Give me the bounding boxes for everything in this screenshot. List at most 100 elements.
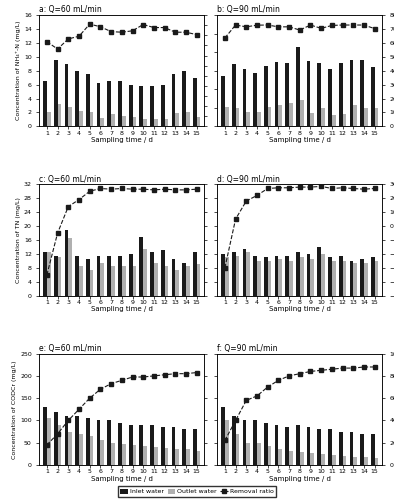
Bar xyxy=(58,104,61,126)
Bar xyxy=(300,258,303,296)
Bar xyxy=(43,252,47,296)
Bar xyxy=(97,256,100,296)
Bar xyxy=(150,86,154,126)
Bar xyxy=(360,60,364,126)
Bar xyxy=(182,430,186,465)
Bar xyxy=(111,442,115,465)
Bar xyxy=(86,418,90,465)
Bar xyxy=(107,256,111,296)
Bar xyxy=(79,111,83,126)
Bar xyxy=(154,120,158,126)
Bar xyxy=(129,84,132,126)
Bar xyxy=(339,256,343,296)
Bar xyxy=(268,107,271,126)
Bar xyxy=(310,452,314,465)
Text: d: Q=90 mL/min: d: Q=90 mL/min xyxy=(217,174,280,184)
Bar xyxy=(75,70,79,126)
Text: a: Q=60 mL/min: a: Q=60 mL/min xyxy=(39,5,102,14)
Bar xyxy=(332,455,336,465)
Bar xyxy=(246,112,250,126)
Bar xyxy=(193,430,197,465)
Bar xyxy=(182,70,186,126)
Bar xyxy=(225,107,229,126)
Bar xyxy=(253,420,257,465)
X-axis label: Sampling time / d: Sampling time / d xyxy=(91,137,153,143)
Bar xyxy=(349,432,353,465)
Bar xyxy=(339,432,343,465)
Bar xyxy=(129,425,132,465)
Bar xyxy=(349,60,353,126)
Y-axis label: Concentration of CODCr (mg/L): Concentration of CODCr (mg/L) xyxy=(12,360,17,458)
Bar xyxy=(86,74,90,126)
Bar xyxy=(371,434,375,465)
Bar xyxy=(307,254,310,296)
Bar xyxy=(285,256,289,296)
Bar xyxy=(264,422,268,465)
Bar xyxy=(279,450,282,465)
Bar xyxy=(375,108,378,126)
Bar xyxy=(186,450,190,465)
Bar xyxy=(43,81,47,126)
Bar xyxy=(243,248,246,296)
Text: c: Q=60 mL/min: c: Q=60 mL/min xyxy=(39,174,102,184)
Bar xyxy=(175,270,179,295)
Bar xyxy=(225,420,229,465)
Bar xyxy=(328,258,332,296)
Bar xyxy=(118,256,122,296)
Bar xyxy=(118,81,122,126)
Bar xyxy=(197,450,201,465)
Bar xyxy=(279,259,282,296)
Bar xyxy=(65,230,68,296)
Bar xyxy=(65,64,68,126)
Bar xyxy=(143,446,147,465)
Bar xyxy=(236,108,239,126)
Bar xyxy=(186,112,190,126)
Bar xyxy=(154,447,158,465)
Bar xyxy=(182,262,186,296)
Bar xyxy=(289,450,293,465)
Bar xyxy=(139,425,143,465)
Bar xyxy=(275,256,279,296)
Bar xyxy=(171,74,175,126)
Bar xyxy=(310,114,314,126)
Bar xyxy=(321,254,325,296)
Bar xyxy=(275,62,279,126)
Bar xyxy=(332,115,336,126)
Bar xyxy=(289,103,293,126)
Bar xyxy=(47,112,51,126)
Bar xyxy=(225,258,229,296)
Bar xyxy=(285,64,289,126)
Bar xyxy=(343,261,346,296)
Bar xyxy=(193,252,197,296)
Bar xyxy=(353,457,357,465)
Bar xyxy=(289,261,293,296)
Bar xyxy=(43,407,47,465)
Bar xyxy=(321,108,325,126)
Text: f: Q=90 mL/min: f: Q=90 mL/min xyxy=(217,344,278,353)
Bar xyxy=(100,262,104,296)
Bar xyxy=(232,64,236,126)
Bar xyxy=(246,252,250,296)
Bar xyxy=(161,250,165,296)
Bar xyxy=(171,259,175,296)
Bar xyxy=(232,416,236,465)
Bar xyxy=(122,266,126,296)
Y-axis label: Concentration of NH₄⁺-N (mg/L): Concentration of NH₄⁺-N (mg/L) xyxy=(16,21,21,120)
Bar xyxy=(143,118,147,126)
Bar xyxy=(285,427,289,465)
Bar xyxy=(197,264,201,296)
Y-axis label: Concentration of TN (mg/L): Concentration of TN (mg/L) xyxy=(16,197,21,283)
Bar xyxy=(360,259,364,296)
Bar xyxy=(107,81,111,126)
X-axis label: Sampling time / d: Sampling time / d xyxy=(91,476,153,482)
Bar xyxy=(296,425,300,465)
Bar xyxy=(321,454,325,465)
Bar xyxy=(318,430,321,465)
Bar xyxy=(47,418,51,465)
Bar xyxy=(332,261,336,296)
X-axis label: Sampling time / d: Sampling time / d xyxy=(269,137,331,143)
Bar xyxy=(54,60,58,126)
Bar xyxy=(100,118,104,126)
Bar xyxy=(236,434,239,465)
Bar xyxy=(97,420,100,465)
